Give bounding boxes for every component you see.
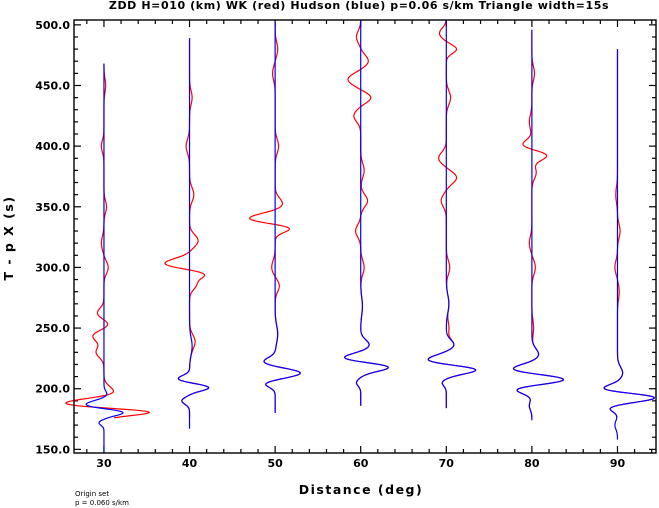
y-tick-label: 300.0 (35, 261, 70, 274)
y-tick-label: 200.0 (35, 383, 70, 396)
origin-note: Origin set (75, 490, 109, 498)
wk-trace-40 (164, 38, 210, 418)
y-tick-label: 500.0 (35, 19, 70, 32)
y-tick-label: 350.0 (35, 201, 70, 214)
x-axis: 30 40 50 60 70 80 90 (86, 20, 653, 470)
trace-group (65, 19, 656, 453)
y-tick-label: 250.0 (35, 322, 70, 335)
x-tick-label: 30 (96, 457, 112, 470)
trace-70 (427, 19, 477, 409)
hudson-trace-40 (177, 38, 210, 429)
chart-title: ZDD H=010 (km) WK (red) Hudson (blue) p=… (109, 0, 609, 12)
hudson-trace-30 (85, 63, 124, 453)
x-tick-label: 60 (353, 457, 369, 470)
trace-60 (344, 19, 389, 406)
trace-90 (603, 49, 656, 440)
plot-frame (73, 19, 657, 454)
y-axis-title: T - p X (s) (1, 195, 16, 280)
trace-40 (164, 38, 210, 429)
hudson-trace-60 (344, 20, 389, 406)
wk-trace-90 (603, 49, 656, 418)
x-tick-label: 40 (182, 457, 198, 470)
y-tick-label: 450.0 (35, 79, 70, 92)
x-tick-label: 70 (439, 457, 455, 470)
hudson-trace-50 (263, 22, 301, 413)
y-tick-label: 400.0 (35, 140, 70, 153)
trace-50 (249, 22, 301, 413)
y-axis: 150.0 200.0 250.0 300.0 350.0 400.0 450.0 500.0 (35, 19, 656, 456)
wk-trace-30 (65, 63, 150, 419)
x-tick-label: 80 (524, 457, 540, 470)
x-tick-label: 90 (610, 457, 626, 470)
wk-trace-70 (427, 19, 477, 409)
x-axis-title: Distance (deg) (299, 482, 423, 497)
trace-30 (65, 63, 150, 453)
ray-parameter-note: p = 0.060 s/km (75, 499, 129, 507)
wk-trace-80 (512, 29, 565, 418)
hudson-trace-80 (512, 29, 565, 421)
hudson-trace-70 (427, 20, 477, 409)
hudson-trace-90 (603, 49, 656, 440)
x-tick-label: 50 (267, 457, 283, 470)
trace-80 (512, 29, 565, 421)
y-tick-label: 150.0 (35, 443, 70, 456)
